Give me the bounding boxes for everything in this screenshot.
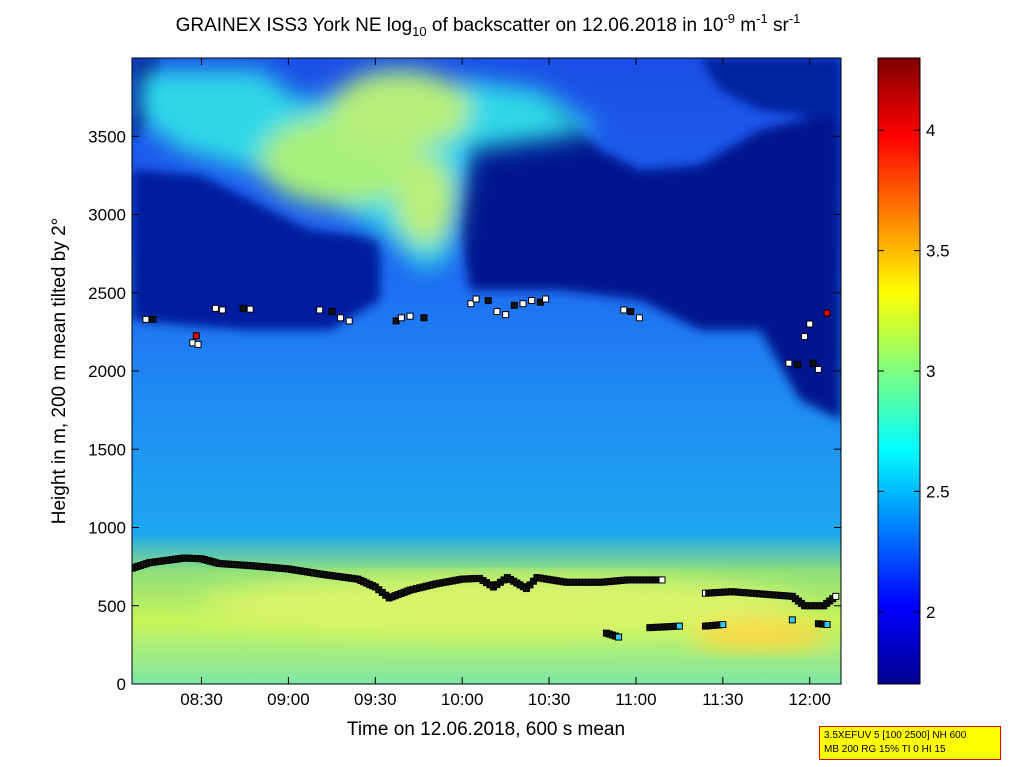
lower-layer-marker <box>788 616 796 624</box>
x-tick-label: 09:00 <box>267 690 310 709</box>
x-tick-label: 11:00 <box>615 690 656 709</box>
y-tick-label: 2500 <box>88 284 126 303</box>
cloud-base-marker <box>519 300 527 308</box>
cloud-base-marker <box>794 361 802 369</box>
cloud-base-marker <box>635 314 643 322</box>
x-axis-label: Time on 12.06.2018, 600 s mean <box>347 719 625 740</box>
colorbar-tick-label: 3 <box>926 362 935 381</box>
heatmap-plot <box>132 58 841 684</box>
cloud-base-marker <box>814 365 822 373</box>
cloud-base-marker <box>785 359 793 367</box>
cloud-base-marker <box>484 297 492 305</box>
detected-layers <box>132 295 840 641</box>
cloud-base-marker <box>328 308 336 316</box>
colorbar-tick-label: 2 <box>926 603 935 622</box>
y-tick-label: 1000 <box>88 519 126 538</box>
cloud-base-marker <box>239 304 247 312</box>
cloud-base-marker <box>627 308 635 316</box>
cloud-base-marker <box>472 295 480 303</box>
cloud-base-marker <box>420 314 428 322</box>
y-axis-label: Height in m, 200 m mean tilted by 2° <box>49 218 70 524</box>
cloud-base-marker <box>316 306 324 314</box>
cloud-base-marker <box>467 300 475 308</box>
info-line-1: 3.5XEFUV 5 [100 2500] NH 600 <box>824 730 967 741</box>
cloud-base-marker <box>542 295 550 303</box>
info-line-2: MB 200 RG 15% TI 0 HI 15 <box>824 744 946 755</box>
x-tick-label: 10:00 <box>441 690 484 709</box>
lower-layer-marker <box>823 621 831 629</box>
y-tick-label: 3500 <box>88 127 126 146</box>
colorbar-tick-label: 2.5 <box>926 482 950 501</box>
chart-title: GRAINEX ISS3 York NE log10 of backscatte… <box>176 11 801 39</box>
cloud-base-marker <box>218 306 226 314</box>
cloud-base-marker <box>493 308 501 316</box>
cloud-base-marker <box>246 305 254 313</box>
lower-layer-marker <box>615 633 623 641</box>
boundary-layer-marker <box>832 592 840 600</box>
x-tick-label: 11:30 <box>702 690 743 709</box>
lower-layer-marker <box>719 621 727 629</box>
cloud-base-marker <box>809 359 817 367</box>
cloud-base-marker <box>345 317 353 325</box>
x-tick-label: 08:30 <box>180 690 223 709</box>
cloud-base-marker <box>149 315 157 323</box>
cloud-base-marker <box>142 315 150 323</box>
cloud-base-marker <box>337 314 345 322</box>
cloud-base-marker <box>806 320 814 328</box>
cloud-base-marker <box>194 340 202 348</box>
y-tick-label: 0 <box>117 675 126 694</box>
y-tick-label: 500 <box>98 597 126 616</box>
cloud-base-marker <box>510 301 518 309</box>
boundary-layer-marker <box>658 576 666 584</box>
lower-layer-marker <box>675 622 683 630</box>
y-tick-label: 1500 <box>88 440 126 459</box>
y-tick-label: 2000 <box>88 362 126 381</box>
x-tick-label: 10:30 <box>528 690 571 709</box>
y-axis: 0 500 1000 1500 2000 2500 3000 3500 <box>88 127 841 694</box>
x-tick-label: 12:00 <box>788 690 831 709</box>
processing-info-box: 3.5XEFUV 5 [100 2500] NH 600 MB 200 RG 1… <box>819 726 1001 760</box>
cloud-base-marker <box>397 314 405 322</box>
colorbar-tick-label: 4 <box>926 121 935 140</box>
colorbar-axis: 2 2.5 3 3.5 4 <box>878 121 950 622</box>
cloud-base-marker <box>528 297 536 305</box>
colorbar-tick-label: 3.5 <box>926 242 950 261</box>
cloud-base-marker <box>406 312 414 320</box>
x-tick-label: 09:30 <box>354 690 397 709</box>
x-axis: 08:30 09:00 09:30 10:00 10:30 11:00 11:30 12:00 <box>180 58 831 709</box>
cloud-base-marker <box>211 304 219 312</box>
y-tick-label: 3000 <box>88 206 126 225</box>
cloud-base-marker <box>620 306 628 314</box>
cloud-base-marker <box>192 332 200 340</box>
colorbar <box>877 57 921 685</box>
aerosol-plume <box>140 70 600 270</box>
cloud-base-marker <box>823 309 831 317</box>
cloud-base-marker <box>801 333 809 341</box>
cloud-base-marker <box>502 311 510 319</box>
